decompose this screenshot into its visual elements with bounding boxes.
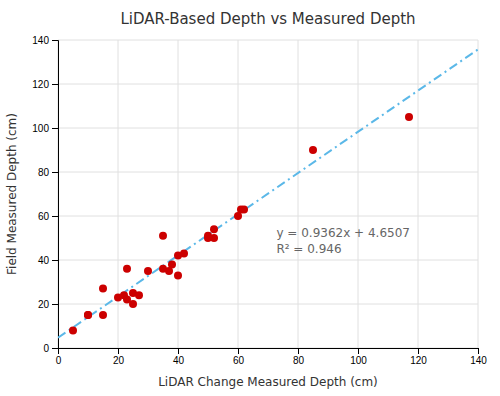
y-tick-mark	[52, 40, 58, 41]
grid-line-x	[358, 40, 359, 348]
point	[129, 300, 137, 308]
x-axis-title: LiDAR Change Measured Depth (cm)	[158, 375, 378, 389]
y-tick: 120	[32, 79, 58, 90]
y-tick: 0	[43, 343, 58, 354]
y-axis-title: Field Measured Depth (cm)	[5, 113, 19, 275]
y-tick-mark	[52, 304, 58, 305]
plot: 0 20 40 60 80 100 120 140 0 20 40 60 80 100 120 140 y = …	[32, 35, 487, 366]
grid-line-y	[58, 304, 478, 305]
point	[144, 267, 152, 275]
y-tick-label: 40	[38, 255, 50, 266]
x-tick-label: 140	[470, 355, 487, 366]
point	[174, 271, 182, 279]
x-tick: 20	[113, 348, 125, 366]
point	[84, 311, 92, 319]
marks	[58, 49, 478, 337]
y-tick: 40	[38, 255, 58, 266]
y-tick-label: 120	[32, 79, 49, 90]
x-tick-label: 40	[173, 355, 185, 366]
trend-line	[58, 49, 478, 337]
point	[84, 311, 92, 319]
point	[309, 146, 317, 154]
x-tick-mark	[418, 348, 419, 354]
x-tick-label: 20	[113, 355, 125, 366]
y-tick: 60	[38, 211, 58, 222]
grid-line-x	[178, 40, 179, 348]
y-tick: 140	[32, 35, 58, 46]
point	[405, 113, 413, 121]
grid	[58, 40, 478, 348]
y-tick: 20	[38, 299, 58, 310]
x-tick: 140	[470, 348, 487, 366]
point	[210, 234, 218, 242]
y-tick-mark	[52, 84, 58, 85]
x-tick: 100	[350, 348, 367, 366]
point	[135, 291, 143, 299]
grid-line-y	[58, 260, 478, 261]
chart: 0 20 40 60 80 100 120 140 0 20 40 60 80 100 120 140 y = …	[0, 0, 500, 396]
x-tick-mark	[118, 348, 119, 354]
y-tick-mark	[52, 260, 58, 261]
point	[168, 260, 176, 268]
annotation-text: y = 0.9362x + 4.6507	[276, 226, 410, 240]
x-tick-label: 120	[410, 355, 427, 366]
y-axis-line	[52, 41, 59, 349]
x-tick-label: 100	[350, 355, 367, 366]
point	[159, 232, 167, 240]
annotation-text: R² = 0.946	[276, 242, 341, 256]
y-tick-mark	[52, 172, 58, 173]
grid-line-x	[238, 40, 239, 348]
grid-line-x	[118, 40, 119, 348]
grid-line-y	[58, 40, 478, 41]
annotation: y = 0.9362x + 4.6507 R² = 0.946	[276, 226, 410, 256]
point	[99, 311, 107, 319]
points	[69, 113, 413, 334]
x-axis-line	[59, 349, 479, 355]
y-tick-label: 0	[43, 343, 49, 354]
point	[123, 265, 131, 273]
y-tick-label: 20	[38, 299, 50, 310]
x-tick: 40	[173, 348, 185, 366]
grid-line-x	[298, 40, 299, 348]
grid-line-x	[478, 40, 479, 348]
y-tick-mark	[52, 348, 58, 349]
title: LiDAR-Based Depth vs Measured Depth	[120, 10, 415, 28]
y-tick-label: 80	[38, 167, 50, 178]
grid-line-y	[58, 216, 478, 217]
x-tick-mark	[358, 348, 359, 354]
y-tick: 80	[38, 167, 58, 178]
x-tick-label: 60	[233, 355, 245, 366]
x-tick-mark	[238, 348, 239, 354]
point	[99, 285, 107, 293]
y-axis: 0 20 40 60 80 100 120 140	[32, 35, 58, 354]
y-tick-label: 60	[38, 211, 50, 222]
grid-line-y	[58, 172, 478, 173]
x-tick: 60	[233, 348, 245, 366]
y-tick: 100	[32, 123, 58, 134]
point	[240, 205, 248, 213]
y-tick-mark	[52, 216, 58, 217]
x-tick: 0	[56, 348, 62, 366]
x-tick: 80	[293, 348, 305, 366]
x-tick-label: 0	[56, 355, 62, 366]
x-axis: 0 20 40 60 80 100 120 140	[56, 348, 488, 366]
x-tick-mark	[298, 348, 299, 354]
y-tick-label: 100	[32, 123, 49, 134]
x-tick-mark	[478, 348, 479, 354]
grid-line-y	[58, 84, 478, 85]
point	[69, 326, 77, 334]
x-tick-label: 80	[293, 355, 305, 366]
y-tick-mark	[52, 128, 58, 129]
point	[180, 249, 188, 257]
y-tick-label: 140	[32, 35, 49, 46]
grid-line-x	[418, 40, 419, 348]
point	[210, 225, 218, 233]
x-tick-mark	[178, 348, 179, 354]
grid-line-y	[58, 128, 478, 129]
x-tick: 120	[410, 348, 427, 366]
